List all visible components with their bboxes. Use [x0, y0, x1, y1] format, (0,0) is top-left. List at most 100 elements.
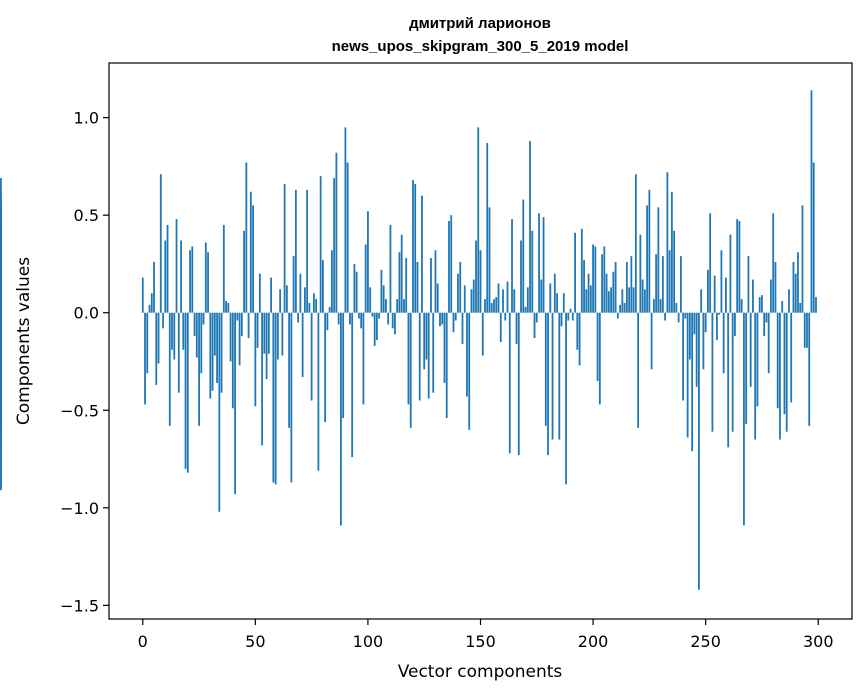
y-tick-label: −1.0 [60, 499, 99, 518]
bar-130 [434, 250, 437, 313]
bar-212 [619, 304, 621, 313]
bar-67 [292, 256, 295, 313]
bar-33 [216, 312, 218, 383]
bar-298 [812, 162, 815, 313]
bar-267 [743, 312, 745, 526]
bar-65 [288, 312, 291, 428]
bar-283 [779, 312, 781, 440]
bar-35 [220, 312, 223, 393]
bar-296 [808, 312, 811, 426]
bar-199 [589, 285, 592, 313]
bar-88 [340, 312, 342, 526]
bar-24 [195, 312, 198, 358]
bar-2 [146, 312, 149, 374]
bar-99 [364, 244, 367, 313]
bar-72 [303, 287, 306, 313]
bar-140 [457, 273, 459, 313]
bar-80 [321, 260, 324, 313]
bar-125 [423, 312, 426, 370]
bar-69 [297, 312, 300, 323]
bar-124 [421, 195, 423, 313]
bar-39 [229, 312, 232, 362]
bar-95 [355, 271, 358, 313]
y-tick-label: 0.0 [74, 304, 99, 323]
bar-197 [585, 289, 588, 313]
bar-29 [207, 252, 209, 313]
bar-200 [592, 244, 594, 313]
bar-101 [369, 287, 372, 313]
bar-237 [675, 302, 678, 313]
bar-60 [276, 312, 279, 360]
bar-299 [815, 297, 817, 313]
bar-286 [785, 312, 788, 432]
bar-42 [236, 312, 239, 321]
bar-16 [177, 312, 180, 393]
bar-61 [279, 289, 282, 313]
bar-89 [342, 312, 345, 419]
bar-undefined [0, 269, 2, 313]
bar-66 [290, 312, 293, 483]
bar-269 [747, 256, 750, 313]
bar-240 [682, 312, 685, 401]
bar-231 [661, 256, 664, 313]
bar-189 [567, 312, 570, 321]
bars-group [0, 90, 817, 590]
bar-163 [508, 312, 511, 454]
bar-164 [511, 219, 513, 313]
bar-250 [704, 312, 707, 333]
bar-254 [713, 275, 716, 313]
bar-92 [349, 312, 351, 325]
bar-210 [614, 261, 617, 313]
bar-155 [490, 302, 493, 313]
bar-272 [754, 312, 757, 440]
bar-26 [200, 312, 203, 374]
bar-148 [475, 240, 477, 313]
bar-107 [382, 285, 385, 313]
bar-167 [517, 312, 520, 456]
bar-179 [544, 312, 547, 426]
bar-204 [601, 254, 603, 313]
bar-206 [605, 273, 608, 313]
bar-198 [587, 273, 590, 313]
bar-82 [326, 312, 329, 331]
bar-133 [441, 312, 444, 325]
bar-284 [781, 301, 784, 313]
bar-277 [765, 312, 768, 323]
bar-171 [526, 287, 529, 313]
bar-68 [294, 189, 297, 313]
bar-297 [810, 90, 813, 313]
bar-151 [481, 312, 484, 356]
bar-258 [722, 312, 725, 374]
bar-146 [470, 289, 473, 313]
bar-54 [263, 312, 266, 354]
bar-174 [533, 312, 536, 339]
bar-276 [763, 312, 766, 337]
bar-150 [479, 250, 482, 313]
bar-191 [571, 312, 574, 321]
bar-104 [376, 312, 378, 341]
bar-138 [452, 312, 455, 333]
bar-98 [362, 312, 365, 405]
bar-74 [308, 302, 311, 313]
bar-132 [439, 312, 441, 327]
bar-203 [598, 312, 601, 405]
bar-289 [792, 261, 795, 313]
bar-93 [351, 312, 354, 458]
bar-229 [657, 207, 660, 313]
bar-30 [209, 312, 212, 399]
bar-91 [346, 162, 349, 313]
bar-211 [616, 312, 619, 319]
bar-53 [261, 312, 263, 446]
bar-49 [252, 205, 254, 313]
bar-50 [254, 312, 257, 407]
x-tick-label: 200 [578, 632, 609, 651]
bar-228 [655, 254, 658, 313]
bar-218 [632, 287, 635, 313]
bar-77 [315, 299, 318, 313]
bar-25 [198, 312, 200, 426]
bar-106 [380, 269, 383, 313]
bar-8 [159, 174, 162, 313]
bar-70 [299, 273, 302, 313]
bar-156 [493, 299, 495, 313]
